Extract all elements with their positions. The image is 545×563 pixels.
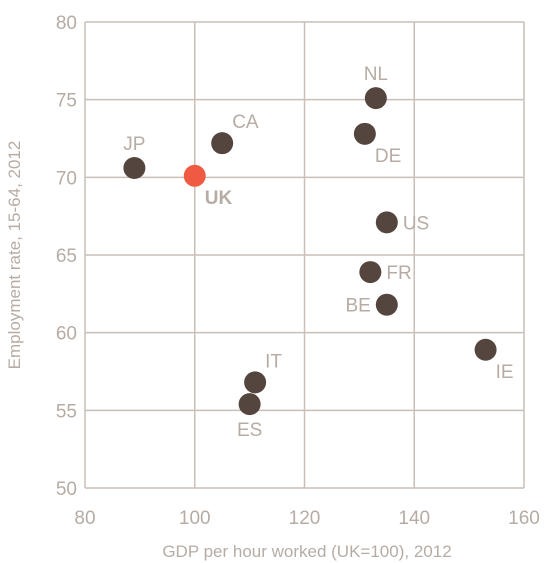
data-label-fr: FR xyxy=(386,263,411,284)
data-label-uk: UK xyxy=(205,188,233,209)
data-point-be xyxy=(375,293,398,316)
y-tick-label: 75 xyxy=(56,91,77,112)
data-point-it xyxy=(244,371,267,394)
data-point-nl xyxy=(364,87,387,110)
y-tick-label: 50 xyxy=(56,479,77,500)
y-tick-label: 55 xyxy=(56,401,77,422)
data-point-ca xyxy=(211,132,234,155)
x-tick-label: 140 xyxy=(398,508,430,529)
x-tick-label: 120 xyxy=(289,508,321,529)
data-point-ie xyxy=(474,338,497,361)
data-labels: JP UK CA NL DE US FR BE IE IT ES xyxy=(123,64,513,441)
x-axis-ticks: 80 100 120 140 160 xyxy=(74,508,539,529)
data-points xyxy=(123,87,497,416)
data-point-de xyxy=(353,122,376,145)
y-tick-label: 60 xyxy=(56,324,77,345)
data-label-be: BE xyxy=(345,296,370,317)
data-point-fr xyxy=(359,261,382,284)
x-tick-label: 80 xyxy=(74,508,95,529)
x-axis-title: GDP per hour worked (UK=100), 2012 xyxy=(162,542,451,561)
data-point-us xyxy=(375,211,398,234)
data-point-jp xyxy=(123,157,146,180)
data-point-uk xyxy=(183,164,206,187)
x-tick-label: 100 xyxy=(179,508,211,529)
y-axis-ticks: 50 55 60 65 70 75 80 xyxy=(56,13,77,500)
y-tick-label: 65 xyxy=(56,246,77,267)
data-label-nl: NL xyxy=(364,64,388,85)
data-label-ie: IE xyxy=(496,362,514,383)
data-label-ca: CA xyxy=(232,112,259,133)
data-label-es: ES xyxy=(237,420,262,441)
data-point-es xyxy=(238,393,261,416)
data-label-it: IT xyxy=(265,351,282,372)
y-tick-label: 70 xyxy=(56,168,77,189)
grid xyxy=(84,21,525,489)
data-label-de: DE xyxy=(375,146,401,167)
y-tick-label: 80 xyxy=(56,13,77,34)
y-axis-title: Employment rate, 15-64, 2012 xyxy=(5,141,24,370)
data-label-jp: JP xyxy=(123,134,145,155)
data-label-us: US xyxy=(403,213,429,234)
x-tick-label: 160 xyxy=(508,508,540,529)
